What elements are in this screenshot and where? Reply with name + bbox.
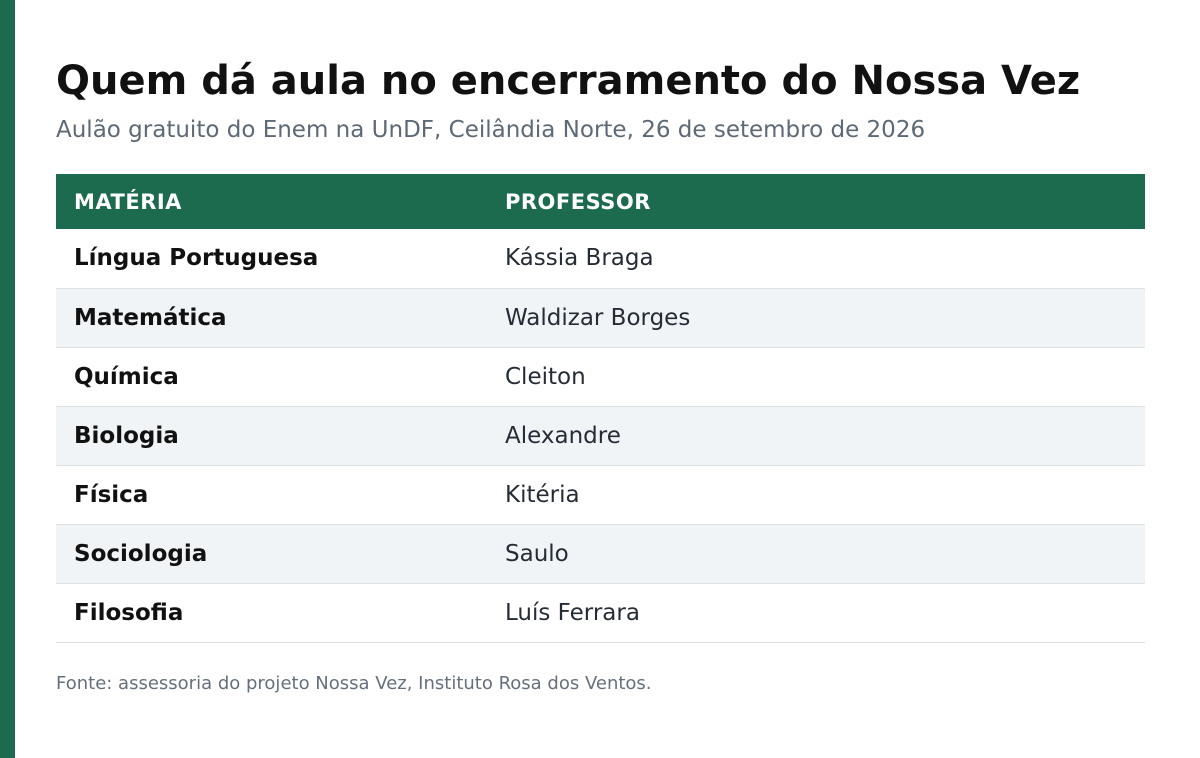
teacher-cell: Saulo xyxy=(505,540,569,567)
subject-cell: Sociologia xyxy=(74,540,208,567)
table-row: Filosofia Luís Ferrara xyxy=(56,583,1145,642)
table-row: Biologia Alexandre xyxy=(56,406,1145,465)
subject-cell: Biologia xyxy=(74,422,179,449)
table-header-row: MATÉRIA PROFESSOR xyxy=(56,174,1145,229)
subject-cell: Matemática xyxy=(74,304,227,331)
column-header-subject: MATÉRIA xyxy=(74,189,182,214)
table-row: Sociologia Saulo xyxy=(56,524,1145,583)
subject-cell: Física xyxy=(74,481,149,508)
table-row: Matemática Waldizar Borges xyxy=(56,288,1145,347)
teacher-cell: Waldizar Borges xyxy=(505,304,691,331)
table-row: Química Cleiton xyxy=(56,347,1145,406)
subject-cell: Língua Portuguesa xyxy=(74,245,319,272)
teacher-cell: Cleiton xyxy=(505,363,586,390)
table-row: Língua Portuguesa Kássia Braga xyxy=(56,229,1145,288)
teacher-cell: Kitéria xyxy=(505,481,580,508)
teacher-cell: Kássia Braga xyxy=(505,245,654,272)
subject-cell: Química xyxy=(74,363,179,390)
teachers-table: MATÉRIA PROFESSOR Língua Portuguesa Káss… xyxy=(56,174,1145,643)
teacher-cell: Alexandre xyxy=(505,422,621,449)
source-note: Fonte: assessoria do projeto Nossa Vez, … xyxy=(56,673,652,694)
table-row: Física Kitéria xyxy=(56,465,1145,524)
page-subtitle: Aulão gratuito do Enem na UnDF, Ceilândi… xyxy=(56,117,926,143)
page-title: Quem dá aula no encerramento do Nossa Ve… xyxy=(56,58,1081,104)
accent-bar xyxy=(0,0,15,758)
teacher-cell: Luís Ferrara xyxy=(505,599,640,626)
subject-cell: Filosofia xyxy=(74,599,184,626)
column-header-teacher: PROFESSOR xyxy=(505,189,651,214)
